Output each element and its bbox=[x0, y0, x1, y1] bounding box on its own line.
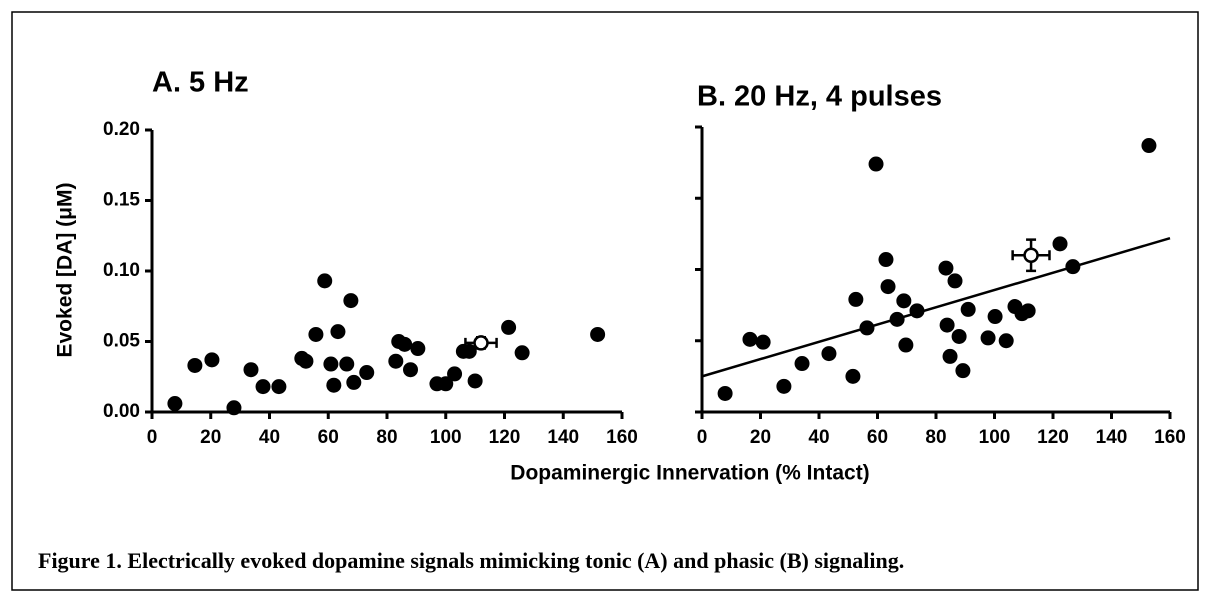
point bbox=[938, 260, 954, 276]
x-tick-label: 140 bbox=[1096, 427, 1128, 448]
point bbox=[896, 293, 912, 309]
point bbox=[343, 293, 359, 309]
point bbox=[359, 365, 375, 381]
point bbox=[980, 330, 996, 346]
point bbox=[859, 320, 875, 336]
point bbox=[942, 348, 958, 364]
point bbox=[845, 368, 861, 384]
point bbox=[998, 333, 1014, 349]
x-tick-label: 160 bbox=[606, 427, 638, 448]
point bbox=[323, 356, 339, 372]
point bbox=[204, 352, 220, 368]
x-tick-label: 140 bbox=[547, 427, 579, 448]
point bbox=[898, 337, 914, 353]
point bbox=[880, 279, 896, 295]
point bbox=[1020, 303, 1036, 319]
point bbox=[167, 396, 183, 412]
point bbox=[388, 353, 404, 369]
point bbox=[717, 385, 733, 401]
x-tick-label: 80 bbox=[376, 427, 397, 448]
point bbox=[951, 328, 967, 344]
y-tick-label: 0.20 bbox=[103, 119, 140, 140]
point bbox=[939, 317, 955, 333]
point bbox=[742, 331, 758, 347]
x-tick-label: 100 bbox=[979, 427, 1011, 448]
chart-title: B. 20 Hz, 4 pulses bbox=[697, 81, 942, 113]
x-tick-label: 60 bbox=[318, 427, 339, 448]
point bbox=[403, 362, 418, 378]
point bbox=[590, 326, 606, 342]
point bbox=[1052, 236, 1068, 252]
y-axis-label: Evoked [DA] (μM) bbox=[54, 182, 77, 357]
point bbox=[255, 379, 271, 395]
x-tick-label: 60 bbox=[867, 427, 888, 448]
point bbox=[776, 378, 792, 394]
point bbox=[755, 334, 771, 350]
point bbox=[397, 336, 413, 352]
point bbox=[947, 273, 963, 289]
point bbox=[308, 326, 324, 342]
point bbox=[987, 309, 1003, 325]
border bbox=[11, 11, 1199, 591]
fit-line bbox=[701, 236, 1171, 378]
x-tick-label: 40 bbox=[808, 427, 829, 448]
x-tick-label: 40 bbox=[259, 427, 280, 448]
point bbox=[298, 353, 314, 369]
point bbox=[447, 366, 463, 382]
point bbox=[1065, 259, 1081, 275]
point bbox=[960, 301, 976, 317]
point bbox=[794, 356, 810, 372]
point bbox=[346, 374, 362, 390]
point bbox=[226, 400, 242, 416]
y-tick-label: 0.10 bbox=[103, 260, 140, 281]
point bbox=[909, 303, 925, 319]
point bbox=[438, 376, 454, 392]
point bbox=[514, 345, 530, 361]
chart-title: A. 5 Hz bbox=[152, 67, 249, 99]
point bbox=[339, 356, 355, 372]
point bbox=[410, 341, 426, 357]
x-tick-label: 120 bbox=[1037, 427, 1069, 448]
x-tick-label: 0 bbox=[147, 427, 158, 448]
x-tick-label: 120 bbox=[489, 427, 521, 448]
y-tick-label: 0.00 bbox=[103, 401, 140, 422]
point bbox=[467, 373, 483, 389]
x-tick-label: 100 bbox=[430, 427, 462, 448]
y-tick-label: 0.05 bbox=[103, 331, 140, 352]
point bbox=[889, 311, 905, 327]
y-tick-label: 0.15 bbox=[103, 190, 140, 211]
point bbox=[330, 324, 346, 340]
point bbox=[317, 273, 333, 289]
point bbox=[187, 357, 203, 373]
point bbox=[821, 346, 837, 362]
point bbox=[1141, 138, 1157, 154]
point bbox=[271, 379, 287, 395]
point bbox=[243, 362, 259, 378]
mean-point bbox=[1023, 247, 1039, 263]
x-axis-label: Dopaminergic Innervation (% Intact) bbox=[510, 462, 869, 485]
point bbox=[848, 291, 864, 307]
caption: Figure 1. Electrically evoked dopamine s… bbox=[38, 548, 904, 573]
mean-point bbox=[473, 335, 489, 351]
x-tick-label: 160 bbox=[1154, 427, 1186, 448]
point bbox=[955, 363, 971, 379]
point bbox=[878, 252, 894, 268]
point bbox=[501, 319, 517, 335]
point bbox=[326, 377, 342, 393]
x-tick-label: 20 bbox=[750, 427, 771, 448]
x-tick-label: 0 bbox=[697, 427, 708, 448]
point bbox=[868, 156, 884, 172]
x-tick-label: 80 bbox=[925, 427, 946, 448]
x-tick-label: 20 bbox=[200, 427, 221, 448]
